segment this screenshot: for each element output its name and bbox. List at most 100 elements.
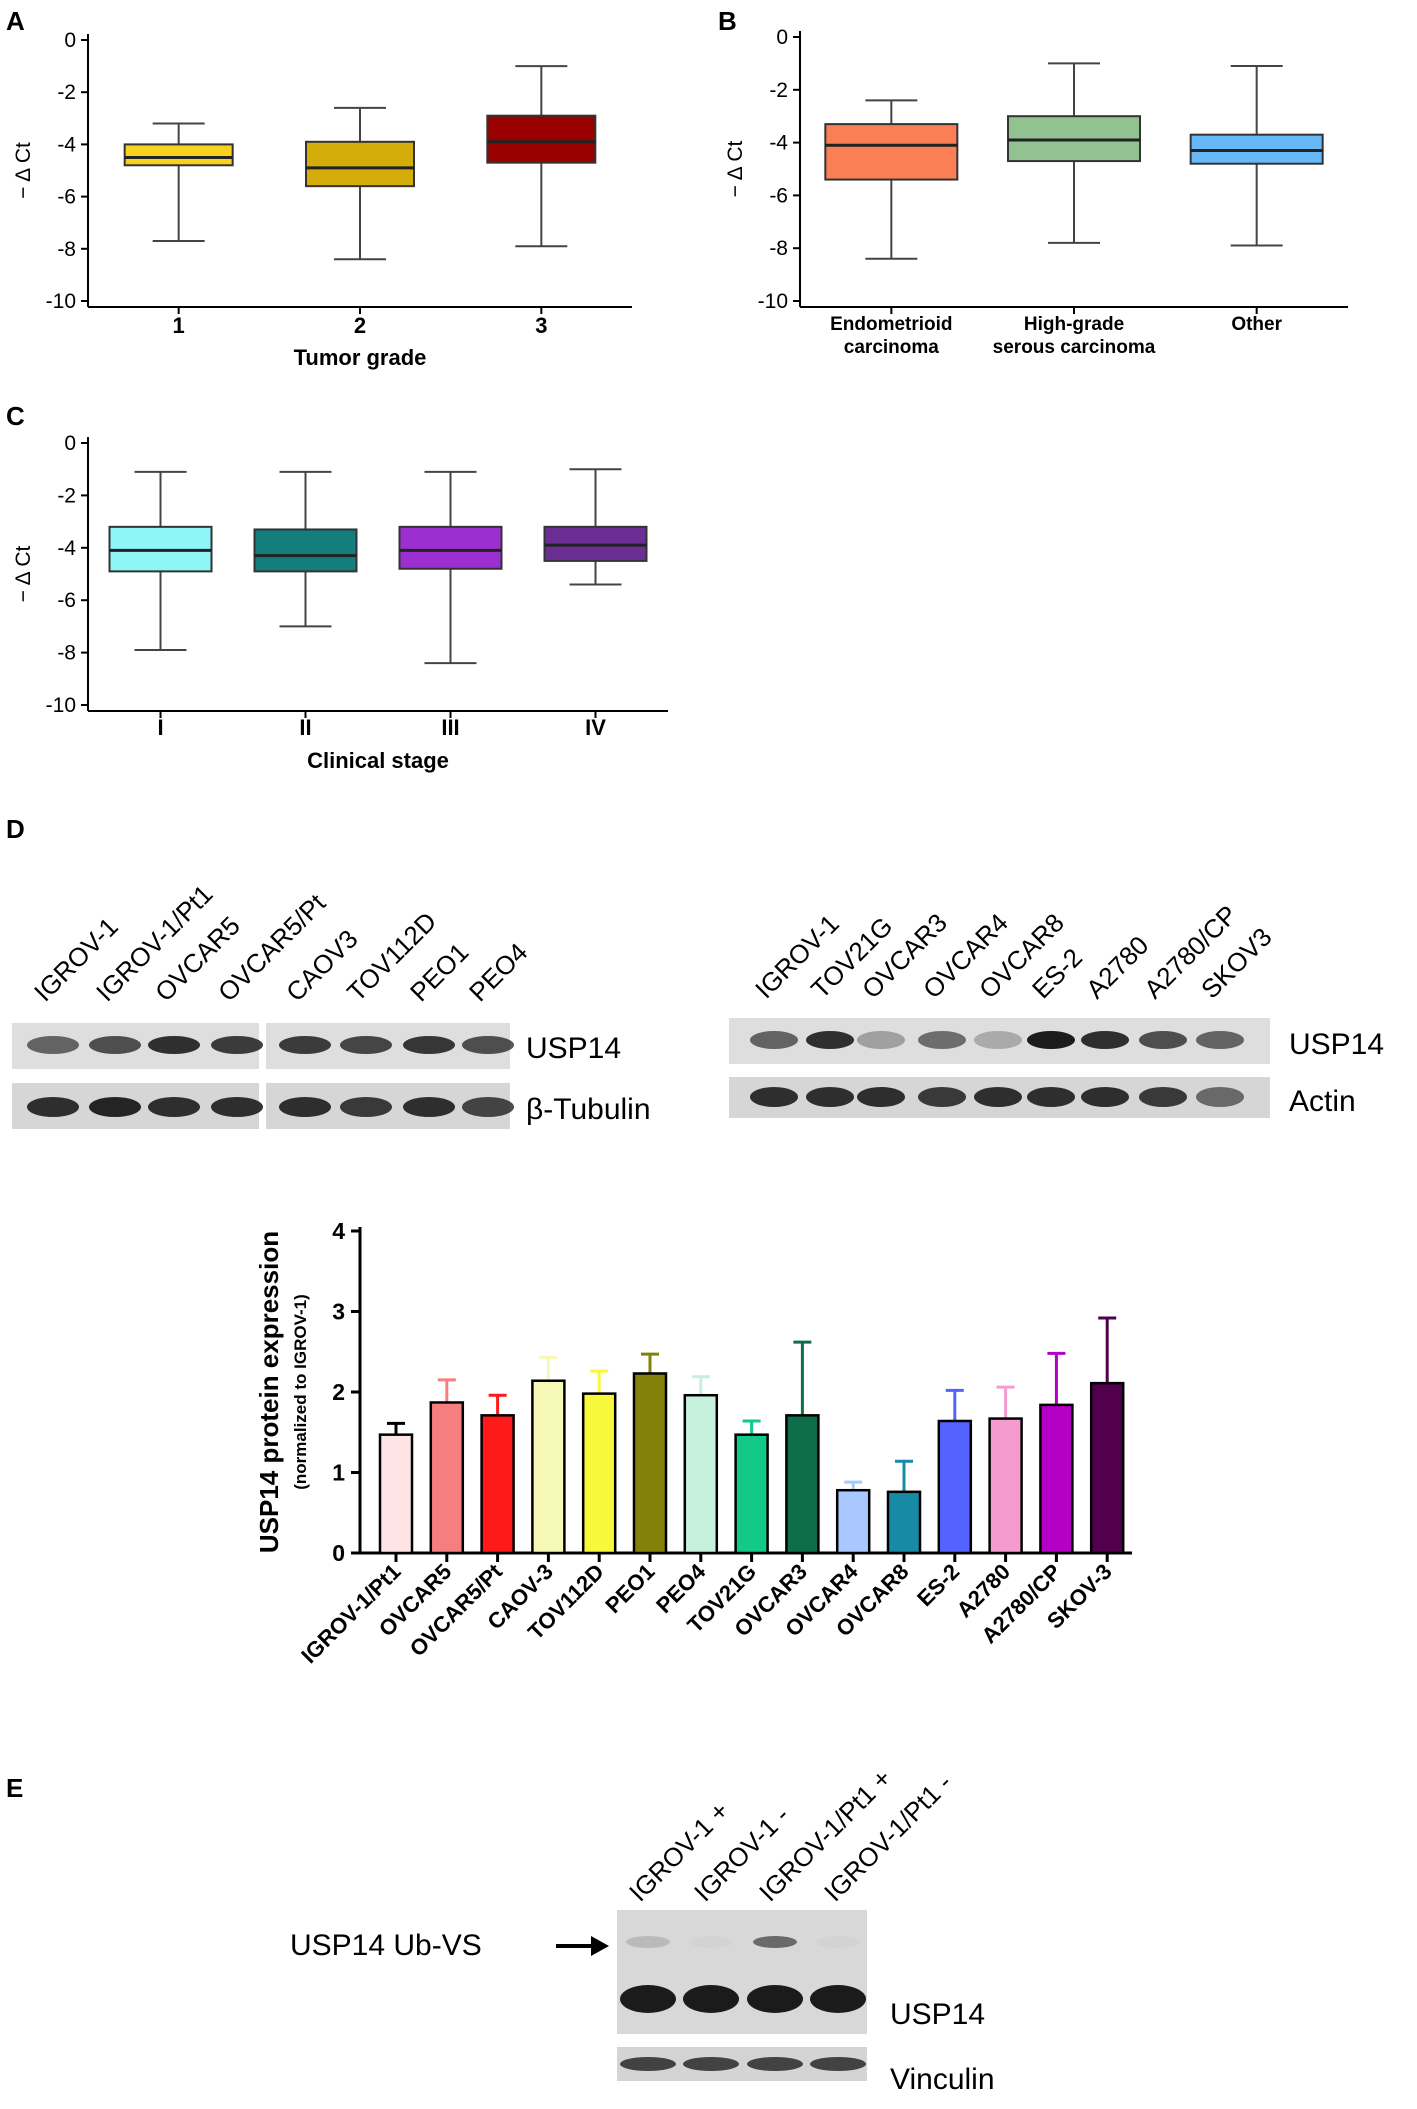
western-blot-e: IGROV-1 +IGROV-1 -IGROV-1/Pt1 +IGROV-1/P…: [290, 1763, 995, 2096]
band-tubulin-left: [340, 1097, 392, 1117]
x-tick-label-d: PEO1: [600, 1559, 659, 1618]
y-tick-label-c: -8: [57, 642, 76, 665]
y-tick-label-c: -6: [57, 589, 76, 612]
y-tick-label-b: -2: [769, 79, 788, 102]
y-tick-label-d: 1: [332, 1460, 345, 1486]
y-tick-label-d: 4: [332, 1218, 345, 1244]
lane-label-left: PEO4: [463, 937, 533, 1007]
band-label-vinculin: Vinculin: [890, 2063, 995, 2096]
x-tick-label-a: 3: [535, 313, 547, 338]
band-usp14-right: [1081, 1031, 1129, 1049]
band-usp14-left: [279, 1036, 331, 1054]
panel-label-c: C: [6, 401, 25, 431]
y-axis-label-a: − Δ Ct: [12, 142, 35, 199]
x-tick-label-b: High-grade: [1024, 314, 1124, 335]
bar: [531, 1379, 566, 1555]
band-label-usp14-left: USP14: [526, 1032, 621, 1065]
x-tick-label-a: 1: [173, 313, 185, 338]
x-axis-label-a: Tumor grade: [294, 345, 427, 370]
western-blot-left: IGROV-1IGROV-1/Pt1OVCAR5OVCAR5/PtCAOV3TO…: [12, 879, 651, 1129]
band-actin-right: [974, 1087, 1022, 1107]
band-usp14-right: [1027, 1031, 1075, 1049]
band-ubvs-e: [626, 1936, 670, 1948]
y-tick-label-d: 0: [332, 1540, 345, 1566]
band-usp14-e: [620, 1985, 676, 2013]
x-tick-label-b: carcinoma: [844, 337, 939, 358]
band-label-usp14-right: USP14: [1289, 1028, 1384, 1061]
band-ubvs-e: [753, 1936, 797, 1948]
band-tubulin-left: [211, 1097, 263, 1117]
arrow-label-ubvs: USP14 Ub-VS: [290, 1929, 482, 1962]
bar: [937, 1419, 973, 1555]
blot-usp14-e: [617, 1910, 867, 2034]
band-tubulin-left: [89, 1097, 141, 1117]
lane-label-right: A2780: [1080, 930, 1154, 1004]
band-actin-right: [918, 1087, 966, 1107]
y-tick-label-a: -8: [57, 238, 76, 261]
y-tick-label-c: -10: [46, 694, 76, 717]
x-axis-label-c: Clinical stage: [307, 748, 449, 773]
y-tick-label-b: -4: [769, 132, 788, 155]
y-tick-label-b: -8: [769, 237, 788, 260]
x-tick-label-b: Other: [1231, 314, 1282, 335]
band-label-tubulin: β-Tubulin: [526, 1093, 651, 1126]
band-actin-right: [857, 1087, 905, 1107]
band-actin-right: [1139, 1087, 1187, 1107]
bar: [632, 1372, 668, 1555]
box-b: [824, 123, 959, 181]
band-label-usp14-e: USP14: [890, 1998, 985, 2031]
bar: [581, 1392, 617, 1555]
band-usp14-e: [810, 1985, 866, 2013]
y-tick-label-a: -10: [46, 290, 76, 313]
band-usp14-left: [403, 1036, 455, 1054]
band-usp14-left: [27, 1036, 79, 1054]
band-actin-right: [1027, 1087, 1075, 1107]
bar: [480, 1414, 515, 1555]
band-tubulin-left: [462, 1097, 514, 1117]
panel-label-e: E: [6, 1773, 23, 1803]
x-tick-label-c: I: [157, 715, 163, 740]
y-tick-label-d: 3: [332, 1299, 345, 1325]
band-tubulin-left: [279, 1097, 331, 1117]
tumor-grade-boxplot: 0 -2 -4 -6 -8 -10 − Δ Ct 1 2 3 Tumor grade: [12, 29, 632, 370]
y-tick-label-c: -4: [57, 537, 76, 560]
band-tubulin-left: [148, 1097, 200, 1117]
bar: [835, 1488, 871, 1555]
band-actin-right: [1081, 1087, 1129, 1107]
band-usp14-left: [89, 1036, 141, 1054]
x-tick-label-a: 2: [354, 313, 366, 338]
western-blot-right: IGROV-1TOV21GOVCAR3OVCAR4OVCAR8ES-2A2780…: [729, 899, 1384, 1118]
box-a: [305, 140, 415, 188]
bar: [683, 1393, 719, 1555]
band-usp14-right: [1196, 1031, 1244, 1049]
bar: [988, 1417, 1023, 1555]
x-tick-label-c: III: [441, 715, 459, 740]
x-tick-label-b: serous carcinoma: [993, 337, 1156, 358]
band-actin-right: [750, 1087, 798, 1107]
y-tick-label-c: -2: [57, 484, 76, 507]
x-tick-label-c: IV: [585, 715, 606, 740]
band-vinculin-e: [683, 2057, 739, 2071]
band-tubulin-left: [27, 1097, 79, 1117]
band-ubvs-e: [816, 1936, 860, 1948]
band-usp14-left: [211, 1036, 263, 1054]
band-vinculin-e: [810, 2057, 866, 2071]
band-usp14-right: [918, 1031, 966, 1049]
bar: [886, 1490, 922, 1555]
band-usp14-left: [148, 1036, 200, 1054]
band-ubvs-e: [689, 1936, 733, 1948]
bar: [1039, 1403, 1074, 1555]
box-a: [486, 114, 597, 164]
band-usp14-left: [340, 1036, 392, 1054]
panel-label-a: A: [6, 6, 25, 36]
y-tick-label-d: 2: [332, 1379, 345, 1405]
y-axis-label-d: USP14 protein expression: [254, 1231, 284, 1553]
bar: [785, 1414, 820, 1555]
y-tick-label-b: 0: [776, 26, 788, 49]
y-tick-label-a: 0: [64, 29, 76, 52]
arrow-icon: [556, 1936, 609, 1956]
y-tick-label-b: -6: [769, 184, 788, 207]
